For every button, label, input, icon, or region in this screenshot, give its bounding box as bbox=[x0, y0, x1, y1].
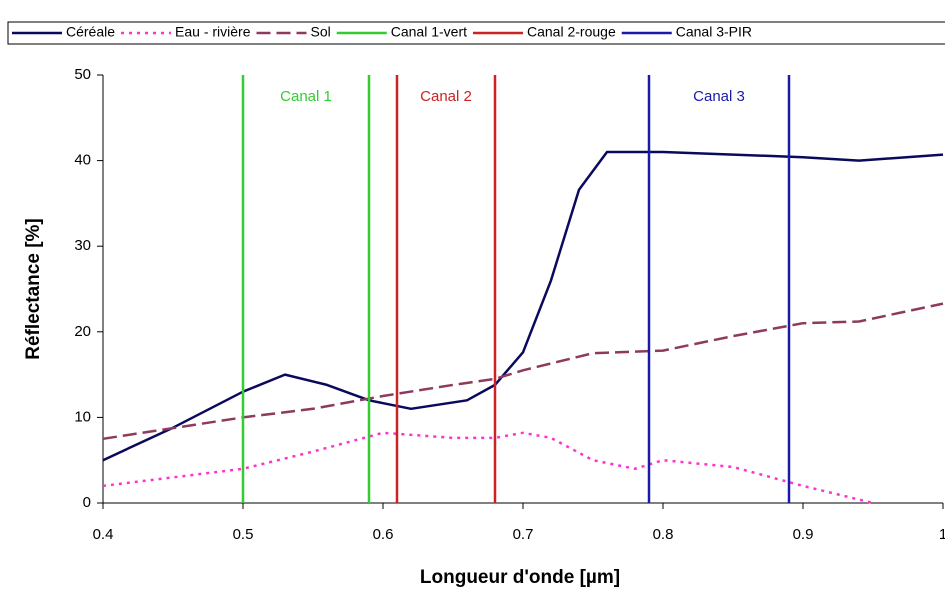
x-tick-label: 0.7 bbox=[513, 526, 534, 543]
channel-label: Canal 3 bbox=[693, 88, 745, 105]
series-line bbox=[102, 150, 944, 462]
y-axis-title: Réflectance [%] bbox=[23, 218, 44, 360]
x-tick-label: 1 bbox=[939, 526, 945, 543]
y-tick-label: 40 bbox=[74, 152, 91, 169]
legend-label: Eau - rivière bbox=[175, 24, 251, 40]
x-tick-label: 0.5 bbox=[233, 526, 254, 543]
legend-label: Canal 3-PIR bbox=[676, 24, 752, 40]
legend-label: Céréale bbox=[66, 24, 115, 40]
channel-label: Canal 1 bbox=[280, 88, 332, 105]
x-tick-label: 0.8 bbox=[653, 526, 674, 543]
y-tick-label: 50 bbox=[74, 66, 91, 83]
channel-label: Canal 2 bbox=[420, 88, 472, 105]
legend-label: Sol bbox=[311, 24, 331, 40]
y-tick-label: 10 bbox=[74, 408, 91, 425]
series-line bbox=[102, 431, 874, 505]
x-axis-title: Longueur d'onde [µm] bbox=[420, 567, 620, 588]
legend-label: Canal 2-rouge bbox=[527, 24, 616, 40]
series-line bbox=[102, 302, 944, 441]
x-tick-label: 0.4 bbox=[93, 526, 114, 543]
x-tick-label: 0.9 bbox=[793, 526, 814, 543]
y-tick-label: 20 bbox=[74, 323, 91, 340]
x-tick-label: 0.6 bbox=[373, 526, 394, 543]
legend-label: Canal 1-vert bbox=[391, 24, 467, 40]
legend-box bbox=[7, 21, 945, 45]
y-tick-label: 30 bbox=[74, 237, 91, 254]
y-tick-label: 0 bbox=[83, 494, 91, 511]
